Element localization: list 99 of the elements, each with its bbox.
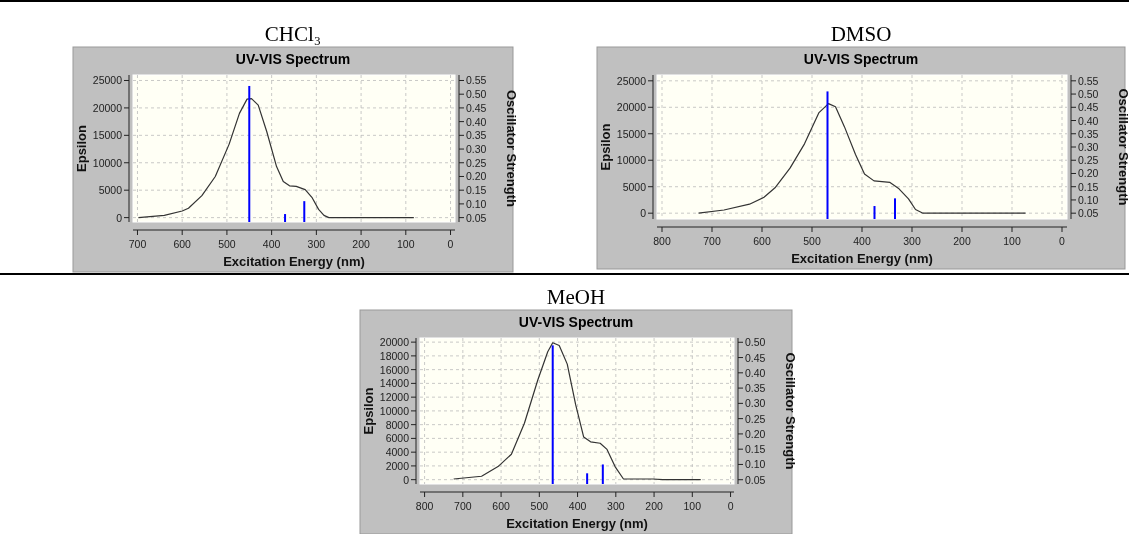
x-tick-label: 200 — [352, 238, 370, 250]
y2-tick-label: 0.05 — [1078, 207, 1099, 220]
y-axis-title: Epsilon — [361, 387, 376, 435]
x-tick-label: 400 — [853, 235, 871, 247]
chart-subtitle: UV-VIS Spectrum — [803, 51, 919, 67]
x-tick-label: 0 — [1059, 235, 1066, 247]
y2-tick-label: 0.45 — [1078, 101, 1099, 114]
x-tick-label: 300 — [607, 500, 625, 512]
y2-tick-label: 0.35 — [745, 382, 766, 395]
x-axis-title: Excitation Energy (nm) — [506, 516, 648, 531]
y2-axis-title: Oscillator Strength — [783, 352, 798, 470]
x-tick-label: 200 — [953, 235, 971, 247]
chart-title: DMSO — [830, 22, 892, 46]
y-tick-label: 15000 — [616, 127, 647, 140]
y-tick-label: 25000 — [616, 74, 647, 87]
y2-tick-label: 0.20 — [466, 170, 487, 183]
y-tick-label: 12000 — [379, 391, 410, 404]
y2-tick-label: 0.35 — [1078, 127, 1099, 140]
y-tick-label: 20000 — [92, 101, 123, 114]
y-tick-label: 16000 — [379, 363, 410, 376]
chart-subtitle: UV-VIS Spectrum — [518, 314, 634, 330]
y-tick-label: 4000 — [385, 446, 410, 459]
y-tick-label: 0 — [640, 207, 647, 220]
y2-tick-label: 0.50 — [466, 88, 487, 101]
x-tick-label: 700 — [128, 238, 147, 250]
x-tick-label: 500 — [218, 238, 236, 250]
y-axis-title: Epsilon — [74, 124, 89, 172]
y2-tick-label: 0.20 — [745, 427, 766, 440]
x-tick-label: 200 — [645, 500, 663, 512]
y2-tick-label: 0.50 — [1078, 88, 1099, 101]
x-axis-title: Excitation Energy (nm) — [223, 254, 365, 269]
x-axis-title: Excitation Energy (nm) — [791, 251, 933, 266]
x-tick-label: 0 — [727, 500, 734, 512]
y-tick-label: 20000 — [616, 101, 647, 114]
y2-tick-label: 0.45 — [466, 101, 487, 114]
y-tick-label: 5000 — [622, 180, 647, 193]
y2-tick-label: 0.25 — [745, 412, 766, 425]
x-tick-label: 800 — [415, 500, 434, 512]
x-tick-label: 500 — [530, 500, 549, 512]
y2-tick-label: 0.20 — [1078, 167, 1099, 180]
line-series — [697, 102, 1027, 214]
x-tick-label: 100 — [683, 500, 702, 512]
x-tick-label: 0 — [447, 238, 454, 250]
y-tick-label: 20000 — [379, 336, 410, 349]
x-tick-label: 400 — [262, 238, 281, 250]
y2-tick-label: 0.15 — [745, 443, 766, 456]
y-tick-label: 2000 — [385, 459, 410, 472]
y-tick-label: 25000 — [92, 74, 123, 87]
y2-tick-label: 0.10 — [466, 197, 487, 210]
y2-tick-label: 0.05 — [745, 473, 766, 486]
y-tick-label: 0 — [403, 473, 410, 486]
x-tick-label: 700 — [454, 500, 472, 512]
y-tick-label: 10000 — [379, 404, 410, 417]
y2-tick-label: 0.05 — [466, 211, 487, 224]
x-tick-label: 100 — [397, 238, 415, 250]
y2-tick-label: 0.15 — [1078, 180, 1099, 193]
y2-tick-label: 0.50 — [745, 336, 766, 349]
y2-tick-label: 0.10 — [745, 458, 766, 471]
y2-tick-label: 0.55 — [466, 74, 487, 87]
x-tick-label: 400 — [568, 500, 587, 512]
y-tick-label: 0 — [116, 211, 123, 224]
y2-tick-label: 0.35 — [466, 129, 487, 142]
x-tick-label: 600 — [173, 238, 192, 250]
y-tick-label: 10000 — [616, 154, 647, 167]
y-tick-label: 6000 — [385, 432, 410, 445]
x-tick-label: 700 — [703, 235, 721, 247]
y2-tick-label: 0.40 — [745, 366, 766, 379]
y-tick-label: 5000 — [98, 184, 123, 197]
x-tick-label: 800 — [653, 235, 671, 247]
line-series — [453, 342, 702, 481]
y2-tick-label: 0.55 — [1078, 74, 1099, 87]
y2-tick-label: 0.45 — [745, 351, 766, 364]
line-series — [137, 97, 415, 219]
chart-subtitle: UV-VIS Spectrum — [235, 51, 351, 67]
x-tick-label: 300 — [903, 235, 921, 247]
x-tick-label: 600 — [492, 500, 510, 512]
y2-tick-label: 0.10 — [1078, 193, 1099, 206]
y2-tick-label: 0.30 — [466, 143, 487, 156]
y2-tick-label: 0.25 — [466, 156, 487, 169]
y2-tick-label: 0.15 — [466, 184, 487, 197]
y2-tick-label: 0.30 — [1078, 141, 1099, 153]
y-tick-label: 18000 — [379, 349, 410, 362]
y2-axis-title: Oscillator Strength — [504, 89, 519, 208]
y2-tick-label: 0.40 — [466, 115, 487, 128]
y2-tick-label: 0.40 — [1078, 114, 1099, 127]
x-tick-label: 500 — [803, 235, 821, 247]
x-tick-label: 600 — [753, 235, 771, 247]
chart-title: CHCl₃ — [264, 22, 322, 46]
y-tick-label: 8000 — [385, 418, 410, 431]
y2-tick-label: 0.25 — [1078, 154, 1099, 167]
y2-axis-title: Oscillator Strength — [1116, 88, 1129, 206]
y-axis-title: Epsilon — [598, 123, 613, 171]
y-tick-label: 15000 — [92, 129, 123, 142]
y-tick-label: 14000 — [379, 377, 410, 390]
chart-title: MeOH — [546, 285, 606, 309]
x-tick-label: 100 — [1003, 235, 1021, 247]
x-tick-label: 300 — [307, 238, 326, 250]
y-tick-label: 10000 — [92, 156, 123, 169]
y2-tick-label: 0.30 — [745, 397, 766, 410]
